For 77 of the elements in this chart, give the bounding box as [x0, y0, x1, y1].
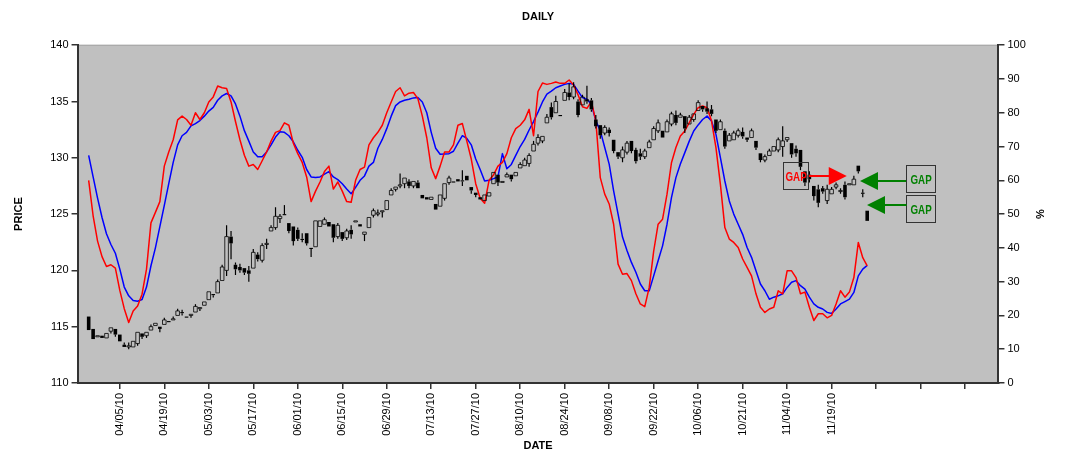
candlestick: [118, 334, 122, 342]
x-tick-label: 04/05/10: [112, 392, 125, 436]
y2-tick-label: 60: [1007, 173, 1020, 186]
y2-tick-label: 10: [1007, 342, 1020, 355]
x-axis-title: DATE: [523, 439, 553, 452]
candlestick: [486, 192, 492, 197]
y-axis-title: PRICE: [11, 197, 24, 231]
candlestick: [277, 213, 283, 224]
y-tick-label: 125: [50, 207, 69, 220]
y-tick-label: 110: [51, 376, 69, 389]
candlestick: [309, 247, 313, 258]
x-tick-label: 10/06/10: [691, 392, 704, 436]
y-tick-label: 130: [50, 150, 69, 163]
x-tick-label: 11/19/10: [824, 392, 837, 435]
candlestick: [313, 220, 318, 248]
candlestick: [504, 171, 510, 178]
candlestick: [188, 313, 194, 319]
candlestick: [456, 179, 460, 182]
y2-axis-title: %: [1034, 209, 1047, 220]
candlestick: [513, 172, 518, 177]
y-tick-label: 120: [50, 263, 69, 276]
candlestick: [851, 175, 857, 186]
y2-tick-label: 80: [1007, 105, 1020, 118]
candlestick: [784, 137, 790, 143]
y2-tick-label: 90: [1007, 72, 1020, 85]
x-tick-label: 11/04/10: [780, 392, 793, 435]
candlestick: [469, 187, 474, 195]
y2-tick-label: 30: [1007, 274, 1020, 287]
chart-title: DAILY: [522, 9, 555, 22]
candlestick: [366, 217, 372, 228]
x-tick-label: 06/15/10: [335, 392, 348, 436]
candlestick: [705, 100, 709, 115]
candlestick: [865, 210, 870, 221]
candlestick: [397, 172, 403, 189]
y-tick-label: 135: [50, 94, 69, 107]
candlestick: [754, 140, 758, 151]
x-tick-label: 07/13/10: [424, 392, 437, 436]
candlestick: [780, 125, 785, 158]
candlestick: [122, 341, 127, 347]
candlestick: [158, 326, 162, 333]
y2-tick-label: 50: [1007, 207, 1020, 220]
y-tick-label: 115: [51, 319, 69, 332]
candlestick: [762, 153, 768, 163]
candlestick: [812, 185, 816, 202]
candlestick: [745, 137, 749, 143]
y2-tick-label: 40: [1007, 240, 1020, 253]
candlestick: [544, 113, 550, 124]
y-tick-label: 140: [50, 38, 69, 51]
x-tick-label: 07/27/10: [468, 392, 481, 436]
candlestick: [429, 196, 434, 200]
candlestick: [491, 172, 496, 185]
annotation: GAP: [910, 171, 932, 187]
y2-tick-label: 0: [1007, 376, 1014, 389]
candlestick: [238, 263, 242, 274]
candlestick: [197, 307, 203, 312]
x-tick-label: 06/01/10: [290, 392, 303, 436]
x-tick-label: 05/17/10: [246, 392, 259, 436]
candlestick: [384, 200, 389, 210]
y2-tick-label: 70: [1007, 139, 1020, 152]
x-tick-label: 10/21/10: [735, 392, 748, 436]
candlestick: [465, 175, 469, 181]
note-box: GAP: [906, 195, 937, 224]
x-tick-label: 09/22/10: [646, 392, 659, 436]
y2-tick-label: 100: [1007, 38, 1026, 51]
x-tick-label: 08/24/10: [557, 392, 570, 436]
x-tick-label: 08/10/10: [513, 392, 526, 436]
candlestick: [358, 224, 362, 227]
x-tick-label: 05/03/10: [201, 392, 214, 436]
y2-tick-label: 20: [1007, 308, 1020, 321]
candlestick: [153, 322, 158, 326]
x-tick-label: 09/08/10: [602, 392, 615, 436]
x-tick-label: 04/19/10: [157, 392, 170, 436]
candlestick: [353, 220, 358, 223]
candlestick: [148, 323, 154, 331]
x-tick-label: 06/29/10: [379, 392, 392, 436]
note-box: GAP: [906, 165, 937, 194]
annotation: GAP: [910, 201, 932, 217]
